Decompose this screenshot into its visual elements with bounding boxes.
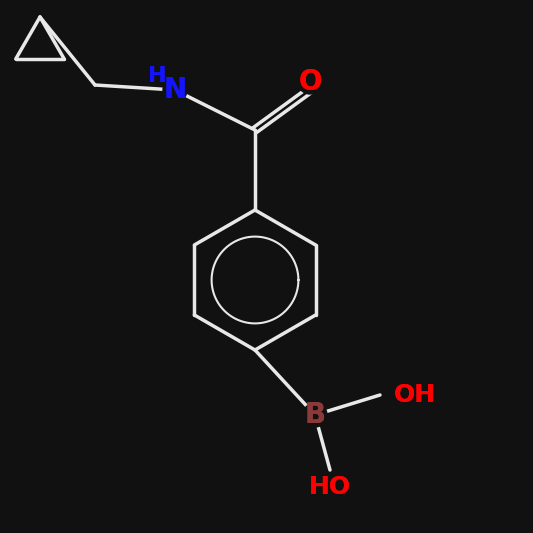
Circle shape	[298, 70, 322, 94]
Text: O: O	[298, 68, 322, 96]
Text: OH: OH	[394, 383, 436, 407]
Text: HO: HO	[309, 475, 351, 499]
Text: H: H	[148, 66, 166, 86]
Text: OH: OH	[394, 383, 436, 407]
Text: B: B	[304, 401, 326, 429]
Text: HO: HO	[309, 475, 351, 499]
Text: H: H	[148, 66, 166, 86]
Text: N: N	[164, 76, 187, 104]
Text: O: O	[298, 68, 322, 96]
Text: N: N	[164, 76, 187, 104]
Circle shape	[163, 78, 187, 102]
Text: B: B	[304, 401, 326, 429]
Circle shape	[303, 403, 327, 427]
